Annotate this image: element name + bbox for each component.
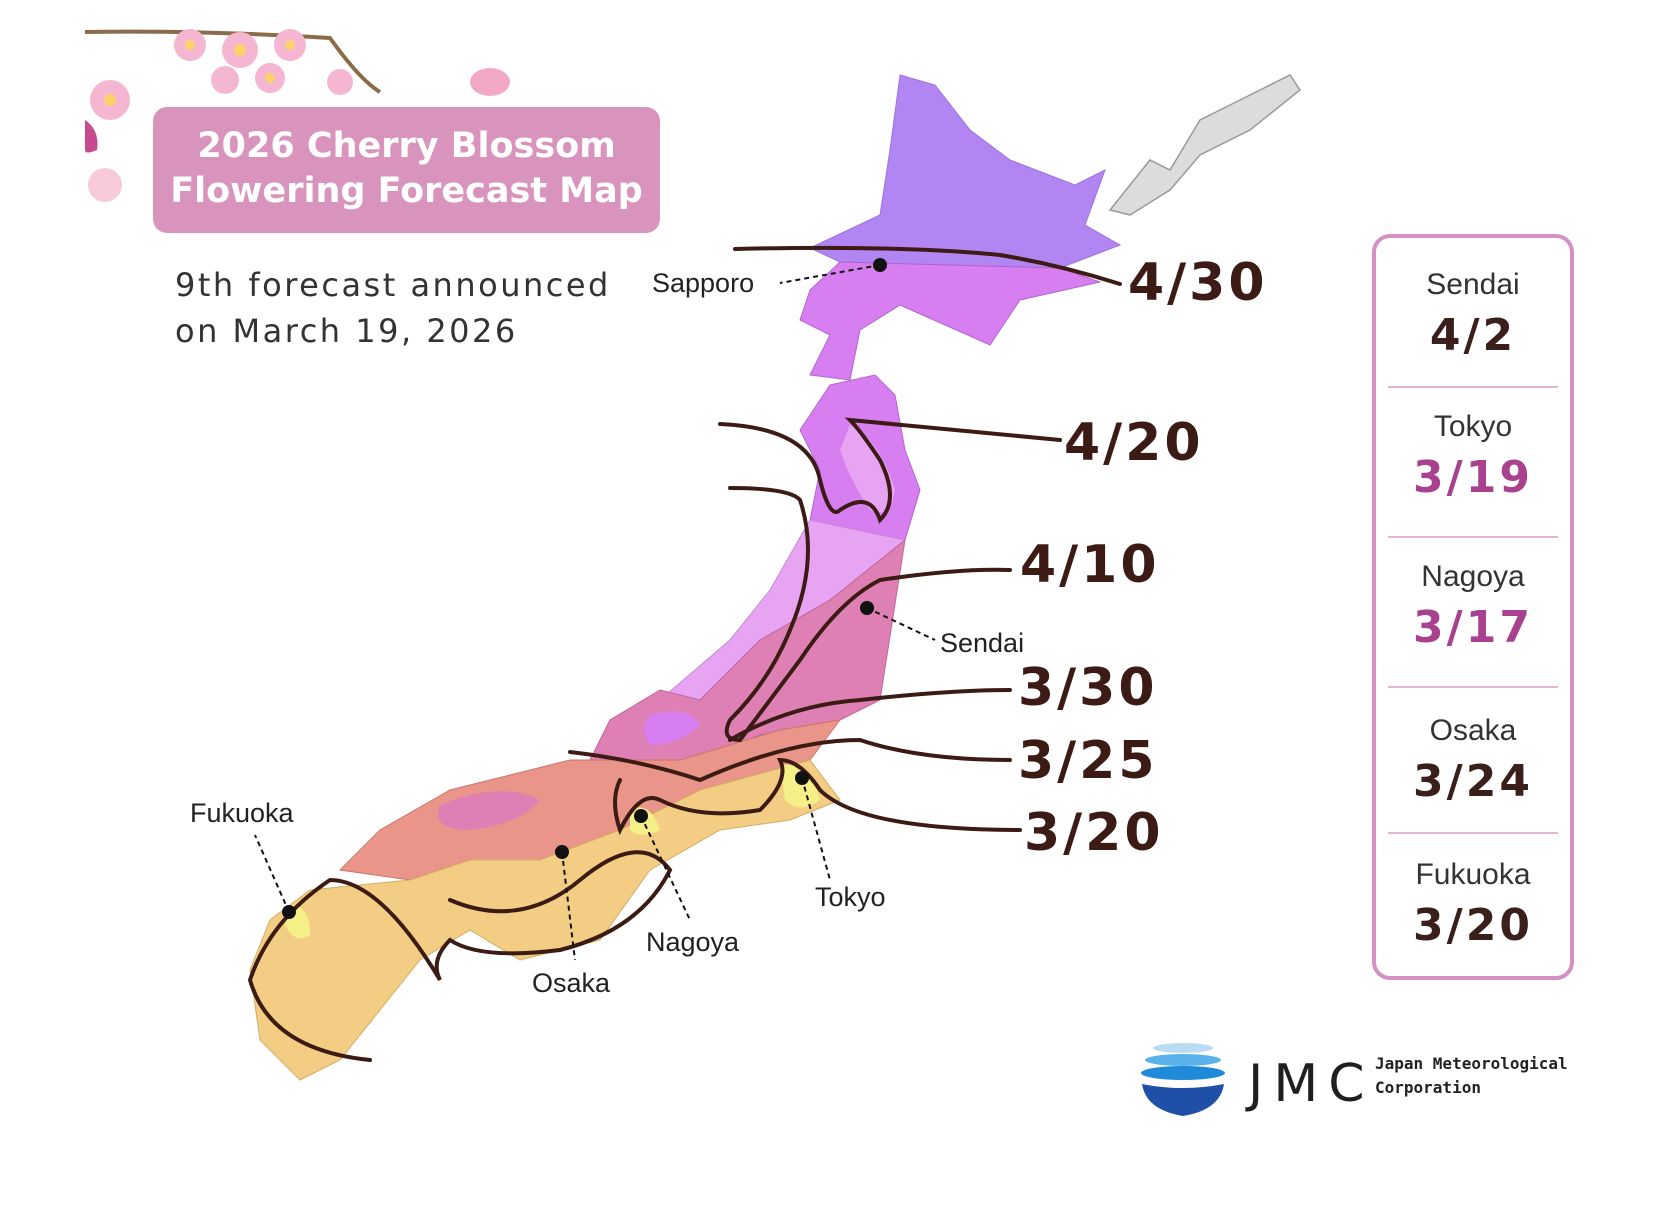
jmc-letters: JMC — [1248, 1054, 1375, 1114]
isoline-4-10 — [724, 567, 1012, 743]
isoline-label-4-10: 4/10 — [1020, 535, 1160, 595]
city-labels: Sapporo Sendai Tokyo Nagoya Osaka Fukuok… — [190, 268, 1024, 998]
isoline-4-20 — [718, 417, 1062, 524]
isoline-label-3-20: 3/20 — [1024, 803, 1164, 863]
panel-entry-sendai: Sendai 4/2 — [1376, 268, 1570, 361]
panel-entry-tokyo: Tokyo 3/19 — [1376, 410, 1570, 503]
isoline-date-labels: 4/30 4/20 4/10 3/30 3/25 3/20 — [1018, 253, 1268, 863]
jmc-company-name: Japan Meteorological Corporation — [1375, 1052, 1595, 1100]
panel-city: Sendai — [1426, 268, 1520, 301]
panel-date: 3/19 — [1413, 452, 1533, 503]
panel-entry-nagoya: Nagoya 3/17 — [1376, 560, 1570, 653]
label-tokyo: Tokyo — [815, 882, 886, 912]
isoline-3-20 — [613, 757, 1022, 836]
panel-divider — [1388, 536, 1558, 538]
panel-date: 3/24 — [1413, 756, 1533, 807]
label-osaka: Osaka — [532, 968, 611, 998]
isoline-label-3-25: 3/25 — [1018, 731, 1158, 791]
panel-city: Fukuoka — [1415, 858, 1531, 891]
label-sapporo: Sapporo — [652, 268, 754, 298]
cherry-blossom-decoration — [84, 29, 510, 202]
panel-date: 3/17 — [1413, 602, 1533, 653]
panel-date: 3/20 — [1413, 900, 1533, 951]
panel-entry-osaka: Osaka 3/24 — [1376, 714, 1570, 807]
highland-blob-tohoku — [840, 425, 895, 513]
region-hokkaido-north — [808, 74, 1122, 269]
title-line-2: Flowering Forecast Map — [170, 171, 643, 211]
panel-city: Nagoya — [1421, 560, 1525, 593]
panel-city: Osaka — [1429, 714, 1517, 747]
isoline-label-3-30: 3/30 — [1018, 658, 1158, 718]
panel-date: 4/2 — [1429, 310, 1517, 361]
city-forecast-panel: Sendai 4/2 Tokyo 3/19 Nagoya 3/17 Osaka … — [1372, 234, 1574, 980]
panel-divider — [1388, 832, 1558, 834]
isoline-3-30 — [728, 688, 1012, 742]
highland-blob-chubu — [644, 711, 700, 745]
forecast-announcement: 9th forecast announced on March 19, 2026 — [175, 262, 611, 354]
isoline-label-4-20: 4/20 — [1064, 413, 1204, 473]
panel-divider — [1388, 386, 1558, 388]
label-sendai: Sendai — [940, 628, 1024, 658]
isoline-label-4-30: 4/30 — [1128, 253, 1268, 313]
panel-divider — [1388, 686, 1558, 688]
panel-entry-fukuoka: Fukuoka 3/20 — [1376, 858, 1570, 951]
isoline-3-25 — [568, 737, 1012, 783]
isolines — [247, 245, 1122, 1062]
title-line-1: 2026 Cherry Blossom — [197, 126, 616, 166]
region-hokkaido-south — [799, 261, 1102, 381]
kuril-islands — [1108, 74, 1302, 216]
panel-city: Tokyo — [1433, 410, 1513, 443]
early-area-tokyo — [780, 764, 820, 808]
jmc-globe-icon — [1141, 1043, 1225, 1116]
subtitle-line-1: 9th forecast announced — [175, 266, 611, 304]
subtitle-line-2: on March 19, 2026 — [175, 312, 518, 350]
highland-blob-chugoku — [438, 791, 540, 830]
isoline-4-30 — [733, 245, 1122, 286]
city-leaders — [254, 264, 936, 961]
label-nagoya: Nagoya — [646, 927, 740, 957]
isoline-4-20-west — [728, 486, 810, 632]
jmc-name-line-1: Japan Meteorological — [1375, 1054, 1568, 1073]
label-fukuoka: Fukuoka — [190, 798, 295, 828]
jmc-name-line-2: Corporation — [1375, 1078, 1481, 1097]
map-title: 2026 Cherry Blossom Flowering Forecast M… — [153, 107, 660, 233]
isoline-3-20-west — [247, 850, 673, 1062]
region-south-3-20 — [249, 759, 841, 1081]
